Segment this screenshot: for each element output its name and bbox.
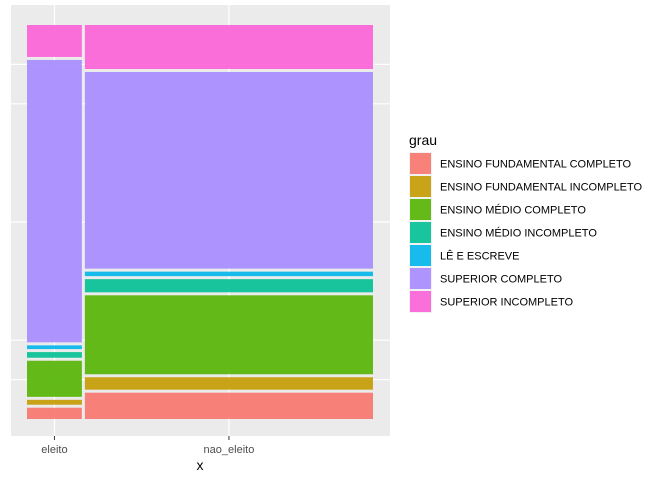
legend-label: ENSINO FUNDAMENTAL COMPLETO [440, 159, 632, 171]
mosaic-tile [27, 25, 82, 57]
legend-label: ENSINO FUNDAMENTAL INCOMPLETO [440, 182, 643, 194]
legend-swatch [410, 176, 431, 197]
legend-swatch [410, 291, 431, 312]
mosaic-tile [27, 59, 82, 343]
mosaic-tile [84, 392, 373, 419]
legend-items: ENSINO FUNDAMENTAL COMPLETO ENSINO FUNDAM… [409, 152, 643, 313]
mosaic-tile [27, 360, 82, 397]
mosaic-tile [84, 25, 373, 69]
mosaic-tile [27, 407, 82, 419]
mosaic-tile [27, 352, 82, 358]
legend-swatch [410, 268, 431, 289]
legend-label: SUPERIOR INCOMPLETO [440, 297, 573, 309]
mosaic-tile [27, 399, 82, 405]
mosaic-tile [84, 279, 373, 293]
x-axis: eleito nao_eleito [41, 436, 254, 456]
mosaic-tile [27, 345, 82, 350]
legend-title: grau [409, 132, 437, 148]
legend-swatch [410, 245, 431, 266]
legend-swatch [410, 222, 431, 243]
mosaic-tile [84, 377, 373, 390]
legend-label: LÊ E ESCREVE [440, 250, 519, 263]
legend-label: SUPERIOR COMPLETO [440, 274, 562, 286]
mosaic-tile [84, 271, 373, 277]
legend-swatch [410, 153, 431, 174]
mosaic-tiles [27, 25, 373, 419]
legend-label: ENSINO MÉDIO INCOMPLETO [440, 227, 597, 240]
legend-label: ENSINO MÉDIO COMPLETO [440, 204, 586, 217]
mosaic-tile [84, 295, 373, 375]
legend-swatch [410, 199, 431, 220]
x-tick-label: eleito [41, 444, 67, 456]
mosaic-tile [84, 71, 373, 269]
x-axis-title: x [197, 457, 204, 473]
x-tick-label: nao_eleito [204, 444, 255, 456]
